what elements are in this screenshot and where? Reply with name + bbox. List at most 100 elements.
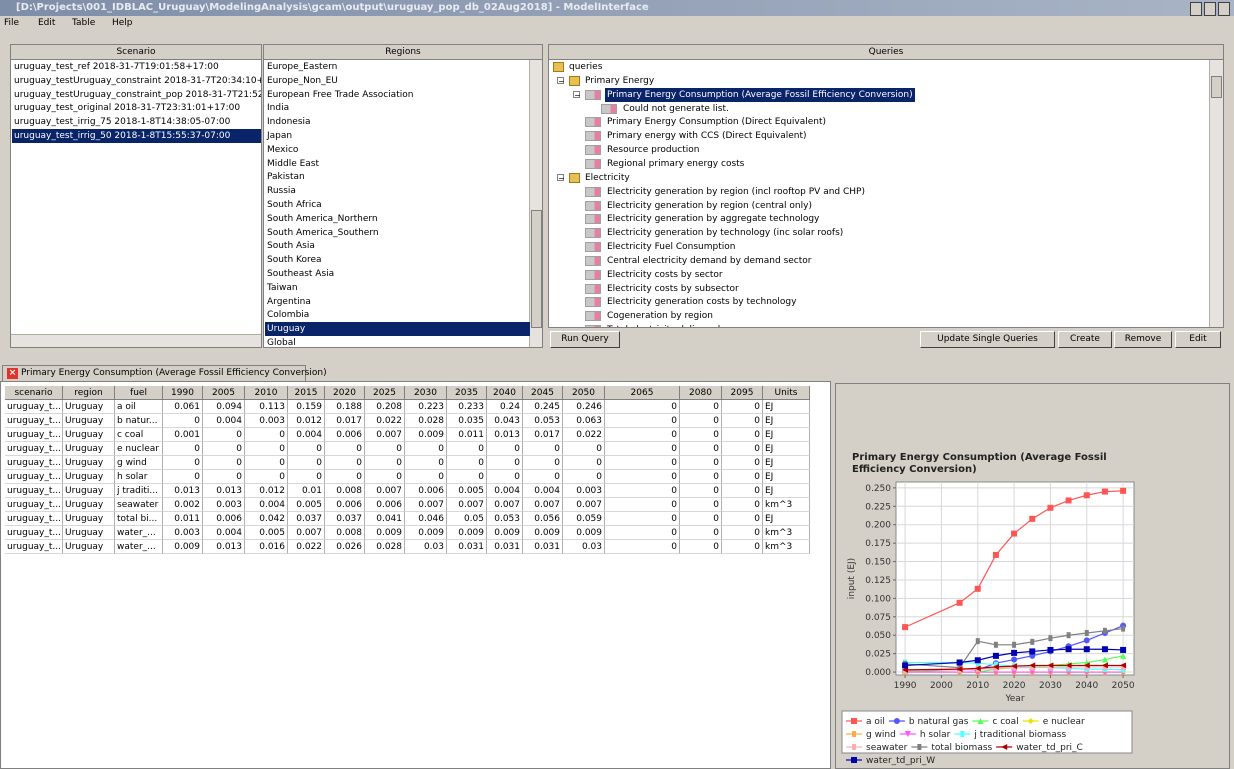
- column-header[interactable]: 1990: [163, 386, 203, 400]
- tree-label[interactable]: Could not generate list.: [623, 103, 729, 114]
- table-cell[interactable]: 0.245: [523, 400, 563, 414]
- table-cell[interactable]: 0.005: [245, 526, 288, 540]
- list-item[interactable]: South America_Northern: [267, 213, 378, 224]
- table-cell[interactable]: 0.002: [163, 498, 203, 512]
- table-cell[interactable]: 0: [680, 512, 722, 526]
- table-cell[interactable]: seawater: [115, 498, 163, 512]
- table-cell[interactable]: 0.017: [523, 428, 563, 442]
- table-cell[interactable]: 0.006: [325, 498, 365, 512]
- table-cell[interactable]: 0.246: [563, 400, 605, 414]
- table-cell[interactable]: 0.05: [447, 512, 487, 526]
- column-header[interactable]: 2015: [288, 386, 325, 400]
- table-cell[interactable]: Uruguay: [63, 526, 115, 540]
- table-cell[interactable]: Uruguay: [63, 484, 115, 498]
- tree-label[interactable]: Electricity generation by region (incl r…: [607, 186, 865, 197]
- table-cell[interactable]: Uruguay: [63, 498, 115, 512]
- table-cell[interactable]: 0: [680, 470, 722, 484]
- table-cell[interactable]: 0.094: [203, 400, 245, 414]
- list-item[interactable]: Europe_Eastern: [267, 62, 338, 72]
- table-cell[interactable]: 0: [722, 400, 763, 414]
- expand-toggle[interactable]: −: [557, 76, 565, 86]
- column-header[interactable]: Units: [763, 386, 810, 400]
- list-item[interactable]: South America_Southern: [267, 227, 379, 238]
- menu-item[interactable]: File: [4, 18, 20, 28]
- close-tab-icon[interactable]: ×: [7, 368, 18, 379]
- table-cell[interactable]: 0.026: [325, 540, 365, 554]
- table-cell[interactable]: water_...: [115, 540, 163, 554]
- table-cell[interactable]: e nuclear: [115, 442, 163, 456]
- table-cell[interactable]: 0: [722, 484, 763, 498]
- table-cell[interactable]: EJ: [763, 400, 810, 414]
- table-cell[interactable]: 0: [245, 428, 288, 442]
- scroll-thumb[interactable]: [531, 210, 542, 328]
- table-cell[interactable]: Uruguay: [63, 540, 115, 554]
- table-cell[interactable]: 0: [563, 456, 605, 470]
- list-item[interactable]: Pakistan: [267, 172, 305, 183]
- table-cell[interactable]: Uruguay: [63, 470, 115, 484]
- table-cell[interactable]: 0.006: [325, 428, 365, 442]
- table-cell[interactable]: uruguay_t...: [5, 428, 63, 442]
- table-cell[interactable]: 0.006: [405, 484, 447, 498]
- table-cell[interactable]: uruguay_t...: [5, 442, 63, 456]
- column-header[interactable]: 2035: [447, 386, 487, 400]
- table-cell[interactable]: 0.012: [245, 484, 288, 498]
- table-cell[interactable]: 0: [288, 442, 325, 456]
- table-cell[interactable]: 0: [605, 400, 680, 414]
- list-item[interactable]: Taiwan: [267, 282, 298, 293]
- table-cell[interactable]: uruguay_t...: [5, 540, 63, 554]
- table-cell[interactable]: 0.013: [487, 428, 523, 442]
- list-item[interactable]: South Asia: [267, 241, 315, 252]
- table-cell[interactable]: 0.046: [405, 512, 447, 526]
- table-cell[interactable]: 0: [325, 470, 365, 484]
- table-cell[interactable]: 0: [680, 414, 722, 428]
- table-cell[interactable]: 0: [487, 442, 523, 456]
- table-cell[interactable]: 0.013: [203, 540, 245, 554]
- table-cell[interactable]: 0.005: [288, 498, 325, 512]
- column-header[interactable]: fuel: [115, 386, 163, 400]
- list-item[interactable]: uruguay_testUruguay_constraint_pop 2018-…: [14, 89, 262, 100]
- table-cell[interactable]: 0: [722, 540, 763, 554]
- table-cell[interactable]: 0.011: [447, 428, 487, 442]
- tree-label[interactable]: Electricity generation by aggregate tech…: [607, 214, 820, 225]
- table-cell[interactable]: 0: [722, 428, 763, 442]
- tree-label[interactable]: Primary energy with CCS (Direct Equivale…: [607, 131, 807, 142]
- table-cell[interactable]: 0.059: [563, 512, 605, 526]
- list-item[interactable]: Japan: [267, 131, 293, 141]
- table-cell[interactable]: 0.031: [447, 540, 487, 554]
- table-cell[interactable]: EJ: [763, 414, 810, 428]
- table-cell[interactable]: 0: [605, 414, 680, 428]
- table-cell[interactable]: 0: [163, 470, 203, 484]
- column-header[interactable]: scenario: [5, 386, 63, 400]
- table-cell[interactable]: 0.004: [245, 498, 288, 512]
- vertical-scrollbar[interactable]: [529, 60, 542, 347]
- table-cell[interactable]: 0.003: [563, 484, 605, 498]
- list-item[interactable]: Global: [267, 338, 296, 348]
- table-cell[interactable]: 0.159: [288, 400, 325, 414]
- table-cell[interactable]: 0: [288, 470, 325, 484]
- tree-label[interactable]: Electricity generation by technology (in…: [607, 228, 844, 239]
- table-cell[interactable]: 0: [605, 540, 680, 554]
- table-cell[interactable]: 0.053: [523, 414, 563, 428]
- list-item[interactable]: uruguay_testUruguay_constraint 2018-31-7…: [14, 75, 262, 86]
- table-cell[interactable]: km^3: [763, 498, 810, 512]
- list-item[interactable]: Southeast Asia: [267, 269, 335, 279]
- list-item[interactable]: Russia: [267, 186, 296, 197]
- close-button[interactable]: [1218, 2, 1230, 16]
- table-cell[interactable]: 0.056: [523, 512, 563, 526]
- table-cell[interactable]: 0.009: [523, 526, 563, 540]
- tree-label[interactable]: Primary Energy Consumption (Average Foss…: [604, 86, 916, 103]
- table-cell[interactable]: 0: [365, 470, 405, 484]
- table-cell[interactable]: 0: [722, 470, 763, 484]
- maximize-button[interactable]: [1204, 2, 1216, 16]
- tree-label[interactable]: Cogeneration by region: [607, 311, 713, 322]
- run-query-button[interactable]: Run Query: [550, 331, 620, 348]
- table-cell[interactable]: 0.009: [447, 526, 487, 540]
- table-cell[interactable]: 0.012: [288, 414, 325, 428]
- table-cell[interactable]: 0: [288, 456, 325, 470]
- table-cell[interactable]: 0: [605, 526, 680, 540]
- table-cell[interactable]: 0.007: [365, 428, 405, 442]
- table-cell[interactable]: 0.007: [447, 498, 487, 512]
- table-cell[interactable]: 0: [245, 442, 288, 456]
- column-header[interactable]: 2005: [203, 386, 245, 400]
- table-cell[interactable]: 0: [163, 414, 203, 428]
